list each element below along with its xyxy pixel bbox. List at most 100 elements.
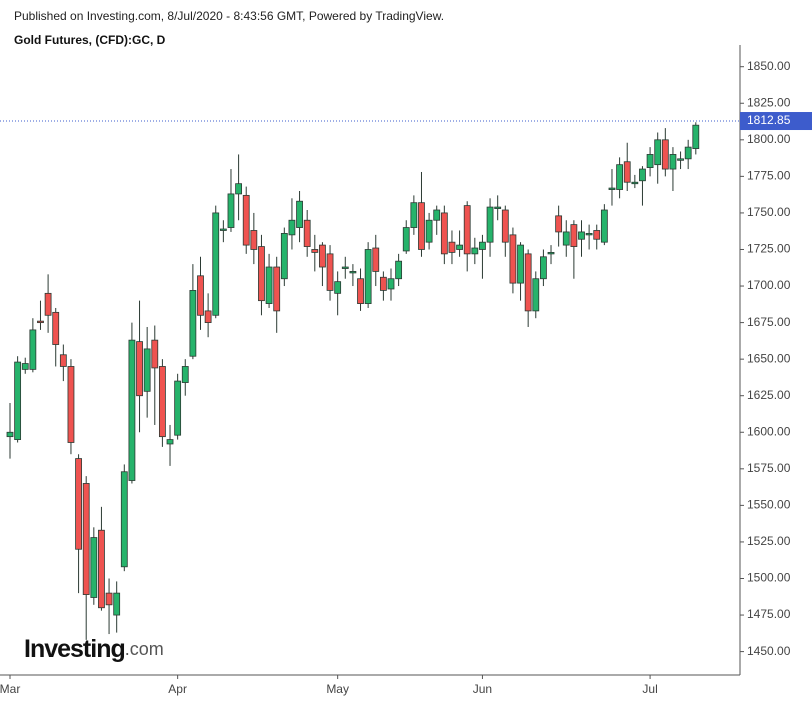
x-tick-label: Mar <box>0 682 20 696</box>
candle-body <box>227 193 235 228</box>
candle-body <box>303 219 311 247</box>
candle-body <box>524 253 532 312</box>
candle-body <box>29 329 37 370</box>
x-tick-label: May <box>326 682 349 696</box>
candle-body <box>379 276 387 291</box>
last-price-box <box>740 112 812 131</box>
candle-body <box>280 232 288 280</box>
candle-body <box>82 483 90 595</box>
candle-body <box>448 241 456 253</box>
candle-body <box>136 341 143 397</box>
candle-body <box>578 231 585 240</box>
candle-body <box>562 231 570 246</box>
candle-body <box>143 348 151 392</box>
candle-body <box>67 366 75 443</box>
candle-body <box>326 253 334 291</box>
candle-body <box>250 230 258 250</box>
candle-body <box>600 209 608 243</box>
candle-body <box>623 161 631 183</box>
candle-body <box>540 256 547 280</box>
candle-body <box>479 241 486 250</box>
y-tick-label: 1575.00 <box>747 461 791 475</box>
y-tick-label: 1650.00 <box>747 351 791 365</box>
candle-body <box>509 234 517 284</box>
y-tick-label: 1500.00 <box>747 571 791 585</box>
candle-body <box>319 244 326 268</box>
candle-body <box>357 278 364 304</box>
candle-body <box>120 471 128 568</box>
candle-body <box>593 230 601 240</box>
candle-body <box>440 212 448 255</box>
candle-body <box>235 183 243 195</box>
candle-body <box>258 246 265 302</box>
candle-body <box>646 154 654 168</box>
candle-body <box>372 247 380 272</box>
candle-body <box>585 232 593 236</box>
candle-body <box>471 247 479 255</box>
candle-body <box>6 431 14 438</box>
candle-body <box>75 458 82 550</box>
candle-body <box>692 124 700 149</box>
candle-body <box>273 266 281 312</box>
y-tick-label: 1675.00 <box>747 315 791 329</box>
candle-body <box>555 215 563 233</box>
candle-body <box>410 202 418 228</box>
x-tick-label: Jul <box>642 682 657 696</box>
candle-body <box>364 249 372 304</box>
candle-body <box>402 227 410 252</box>
x-tick-label: Jun <box>473 682 492 696</box>
candle-body <box>341 266 349 269</box>
candle-body <box>265 266 273 304</box>
candle-body <box>425 219 433 243</box>
candle-body <box>669 154 677 170</box>
published-note: Published on Investing.com, 8/Jul/2020 -… <box>14 9 444 23</box>
candle-body <box>37 320 44 324</box>
candle-body <box>654 139 662 166</box>
y-tick-label: 1450.00 <box>747 644 791 658</box>
candle-body <box>204 310 212 323</box>
candle-body <box>197 275 204 316</box>
candle-body <box>174 380 182 436</box>
candle-body <box>547 252 555 255</box>
candle-body <box>98 529 105 609</box>
candle-body <box>639 168 646 182</box>
y-tick-label: 1850.00 <box>747 59 791 73</box>
instrument-title: Gold Futures, (CFD):GC, D <box>14 33 166 47</box>
y-tick-label: 1700.00 <box>747 278 791 292</box>
candle-body <box>349 271 357 274</box>
y-tick-label: 1775.00 <box>747 169 791 183</box>
watermark: Investing.com <box>24 635 164 663</box>
candle-body <box>219 228 227 231</box>
last-price-label: 1812.85 <box>747 113 791 127</box>
y-tick-label: 1525.00 <box>747 534 791 548</box>
candle-body <box>311 249 319 253</box>
candle-body <box>189 290 197 357</box>
candle-body <box>395 260 403 280</box>
candle-body <box>486 206 494 243</box>
candle-body <box>661 139 669 170</box>
candle-body <box>44 292 52 316</box>
x-tick-label: Apr <box>168 682 187 696</box>
candle-body <box>181 366 189 383</box>
y-tick-label: 1550.00 <box>747 498 791 512</box>
candle-body <box>158 366 166 438</box>
y-tick-label: 1625.00 <box>747 388 791 402</box>
candle-body <box>296 200 303 228</box>
y-tick-label: 1750.00 <box>747 205 791 219</box>
watermark-brand: Investing <box>24 635 125 663</box>
candle-body <box>433 209 441 221</box>
candle-body <box>14 361 22 440</box>
watermark-suffix: .com <box>125 639 164 659</box>
candle-body <box>501 209 509 243</box>
candle-body <box>212 212 220 316</box>
candle-body <box>456 244 463 250</box>
candle-body <box>616 164 623 190</box>
candle-body <box>677 158 684 161</box>
candle-body <box>166 439 174 445</box>
candle-body <box>608 187 616 190</box>
candle-body <box>113 592 121 616</box>
candle-body <box>90 537 98 598</box>
candle-body <box>631 181 639 185</box>
candle-body <box>334 281 342 294</box>
